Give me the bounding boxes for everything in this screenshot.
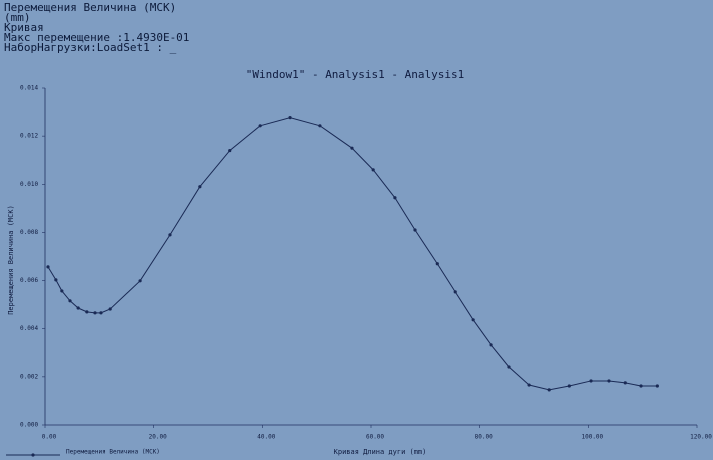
x-tick-label: 80.00	[475, 434, 493, 441]
data-point	[46, 265, 50, 269]
data-point	[108, 307, 112, 311]
data-point	[471, 318, 475, 322]
data-point	[607, 379, 611, 383]
legend-marker	[31, 453, 35, 457]
data-point	[507, 365, 511, 369]
data-point	[76, 306, 80, 310]
data-point	[413, 228, 417, 232]
y-tick-label: 0.006	[20, 277, 38, 284]
data-point	[489, 343, 493, 347]
data-point	[60, 289, 64, 293]
data-point	[435, 262, 439, 266]
y-tick-label: 0.010	[20, 181, 38, 188]
x-tick-label: 0.00	[42, 434, 57, 441]
y-axis-label: Перемещения Величина (МСК)	[7, 205, 15, 315]
data-point	[258, 124, 262, 128]
data-point	[567, 384, 571, 388]
data-point	[655, 384, 659, 388]
data-point	[168, 233, 172, 237]
data-point	[85, 310, 89, 314]
data-point	[138, 279, 142, 283]
legend-label: Перемещения Величина (МСК)	[66, 449, 160, 456]
header-line: Кривая	[4, 21, 44, 34]
y-tick-label: 0.002	[20, 373, 38, 380]
header-line: Макс перемещение :1.4930E-01	[4, 31, 189, 44]
data-point	[527, 383, 531, 387]
data-point	[350, 146, 354, 150]
x-tick-label: 60.00	[366, 434, 384, 441]
data-point	[99, 311, 103, 315]
y-tick-label: 0.000	[20, 422, 38, 429]
x-tick-label: 20.00	[149, 434, 167, 441]
data-point	[68, 299, 72, 303]
y-tick-label: 0.014	[20, 85, 38, 92]
chart-title: "Window1" - Analysis1 - Analysis1	[246, 68, 465, 81]
x-tick-label: 40.00	[257, 434, 275, 441]
data-point	[228, 148, 232, 153]
y-tick-label: 0.012	[20, 133, 38, 140]
data-point	[453, 290, 457, 294]
data-point	[198, 185, 202, 189]
data-point	[288, 116, 292, 120]
header-line: Перемещения Величина (МСК)	[4, 1, 176, 14]
data-point	[639, 384, 643, 388]
data-point	[393, 196, 397, 200]
data-point	[371, 168, 375, 172]
header-line: НаборНагрузки:LoadSet1 : _	[4, 41, 177, 54]
x-axis-label: Кривая Длина дуги (mm)	[334, 448, 427, 456]
data-point	[547, 388, 551, 392]
data-point	[54, 278, 58, 282]
y-tick-label: 0.004	[20, 325, 38, 332]
data-point	[93, 311, 97, 315]
x-tick-label: 100.00	[581, 434, 603, 441]
data-point	[589, 379, 593, 383]
x-tick-label: 120.00	[690, 434, 712, 441]
data-point	[318, 124, 322, 128]
y-tick-label: 0.008	[20, 229, 38, 236]
data-point	[623, 381, 627, 385]
header-line: (mm)	[4, 11, 31, 24]
